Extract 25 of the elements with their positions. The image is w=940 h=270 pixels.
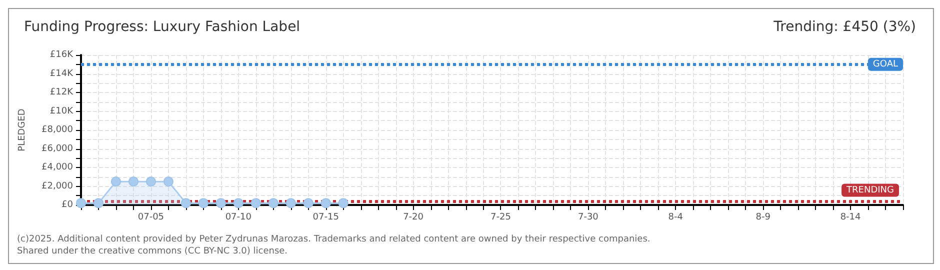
- x-tick-label: 07-10: [225, 212, 252, 222]
- y-tick-label: £8,000: [42, 125, 74, 135]
- ref-line-label: GOAL: [872, 59, 898, 70]
- x-tick-label: 8-9: [756, 212, 771, 222]
- x-tick-label: 07-15: [312, 212, 339, 222]
- x-tick-label: 7-30: [578, 212, 599, 222]
- y-tick-label: £14K: [50, 68, 74, 79]
- y-tick-label: £6,000: [42, 144, 74, 154]
- y-tick-label: £4,000: [42, 162, 74, 172]
- chart-subtitle: Trending: £450 (3%): [772, 19, 916, 35]
- y-tick-label: £12K: [50, 88, 74, 98]
- chart-title: Funding Progress: Luxury Fashion Label: [24, 19, 300, 35]
- y-tick-label: £10K: [50, 106, 74, 116]
- y-axis-title: PLEDGED: [18, 108, 28, 152]
- ref-line-label: TRENDING: [846, 185, 894, 196]
- x-tick-label: 8-4: [668, 212, 684, 222]
- x-tick-label: 8-14: [840, 212, 862, 222]
- y-tick-label: £0: [62, 200, 74, 210]
- x-tick-label: 7-20: [403, 212, 424, 222]
- text: Shared under the creative commons (CC BY-NC 3.0) license.: [17, 246, 288, 256]
- y-tick-label: £2,000: [42, 181, 74, 192]
- x-tick-label: 07-05: [138, 212, 164, 222]
- y-tick-label: £16K: [50, 50, 74, 60]
- x-tick-label: 7-25: [490, 212, 511, 222]
- text: (c)2025. Additional content provided by Peter Zydrunas Marozas. Trademarks and related content are owned by their respective companies.: [17, 234, 650, 244]
